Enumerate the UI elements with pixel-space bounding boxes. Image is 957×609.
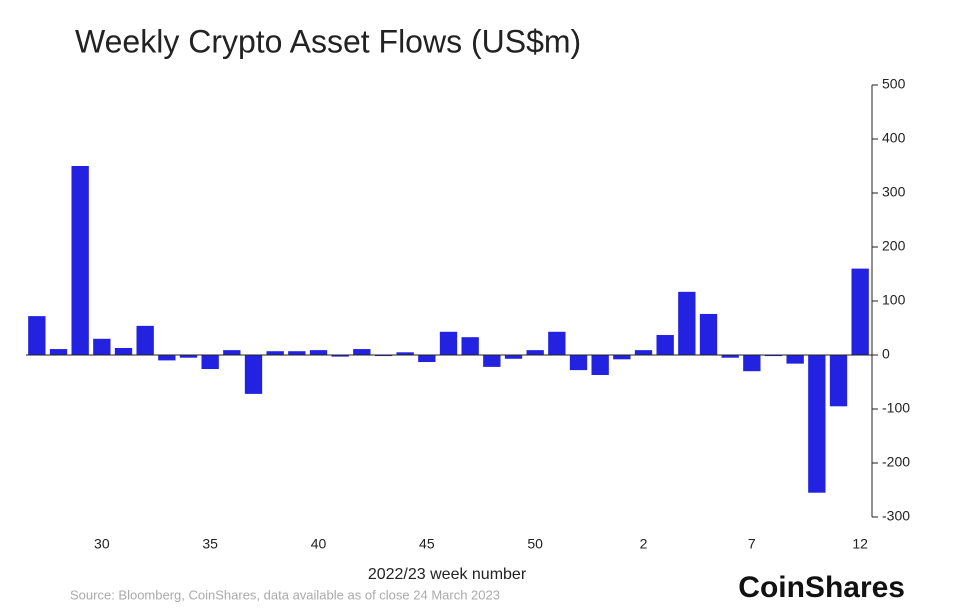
bar — [699, 313, 718, 355]
bar — [483, 355, 501, 367]
y-tick-label: 400 — [882, 130, 906, 146]
bar — [288, 351, 306, 355]
bar — [721, 355, 739, 358]
bar — [548, 331, 566, 355]
y-tick-label: 200 — [882, 238, 906, 254]
bar — [743, 355, 761, 372]
bar — [656, 335, 674, 355]
x-tick-label: 12 — [852, 536, 868, 552]
bar — [266, 351, 284, 355]
chart-title: Weekly Crypto Asset Flows (US$m) — [75, 23, 581, 59]
bar — [49, 349, 68, 355]
x-tick-label: 30 — [94, 536, 110, 552]
y-tick-label: 500 — [882, 76, 906, 92]
bar — [591, 355, 609, 375]
bar — [244, 355, 263, 394]
bar — [569, 355, 588, 371]
x-tick-label: 35 — [202, 536, 218, 552]
bar — [504, 355, 523, 359]
x-tick-label: 40 — [311, 536, 327, 552]
bar — [309, 350, 328, 355]
bar — [28, 316, 46, 355]
x-tick-label: 45 — [419, 536, 435, 552]
bar — [461, 337, 479, 355]
brand-logo: CoinShares — [738, 571, 905, 604]
bar — [678, 291, 696, 355]
y-tick-label: -200 — [882, 454, 910, 470]
bar — [613, 355, 631, 360]
bar — [179, 355, 198, 358]
bar — [374, 355, 393, 357]
bar — [136, 325, 154, 355]
x-tick-label: 7 — [748, 536, 756, 552]
bar — [851, 268, 869, 355]
bar — [439, 331, 458, 355]
bar — [808, 355, 826, 493]
bar — [418, 355, 436, 363]
bar — [396, 352, 414, 355]
bar — [71, 166, 89, 355]
y-tick-label: 300 — [882, 184, 906, 200]
bar — [331, 355, 349, 357]
y-tick-label: 100 — [882, 292, 906, 308]
x-tick-label: 50 — [527, 536, 543, 552]
x-tick-label: 2 — [640, 536, 648, 552]
bar — [158, 355, 176, 361]
bar — [634, 350, 653, 355]
y-tick-label: -300 — [882, 508, 910, 524]
bar — [786, 355, 804, 364]
bar — [114, 347, 133, 355]
bar — [93, 338, 111, 355]
bar — [526, 350, 544, 355]
bar — [223, 350, 241, 355]
y-tick-label: 0 — [882, 346, 890, 362]
source-note: Source: Bloomberg, CoinShares, data avai… — [70, 587, 500, 602]
bar — [201, 355, 219, 370]
bar — [829, 355, 848, 407]
bar — [353, 349, 371, 355]
y-tick-label: -100 — [882, 400, 910, 416]
bar — [764, 355, 783, 357]
x-axis-label: 2022/23 week number — [368, 566, 527, 583]
